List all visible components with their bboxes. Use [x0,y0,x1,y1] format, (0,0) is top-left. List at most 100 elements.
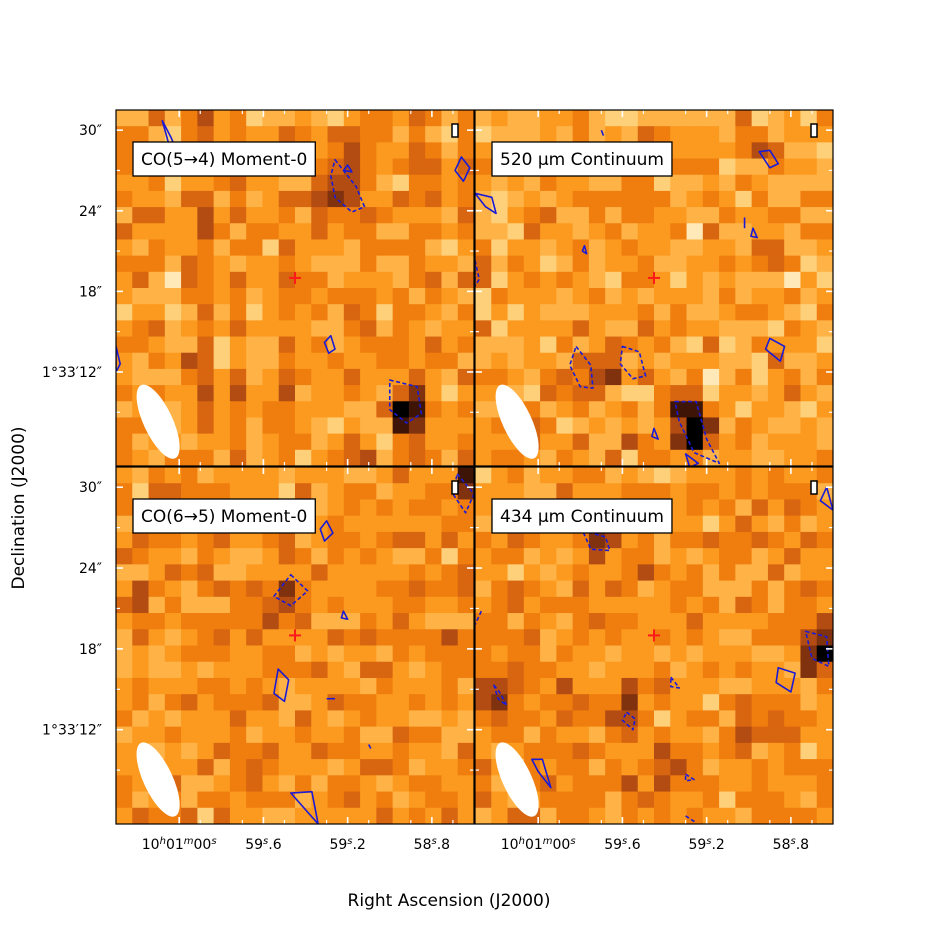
heatmap-pixel [360,726,377,744]
heatmap-pixel [132,467,150,484]
heatmap-pixel [343,190,361,208]
heatmap-pixel [475,759,492,776]
heatmap-pixel [116,807,133,824]
heatmap-pixel [686,531,704,549]
heatmap-pixel [540,126,557,143]
heatmap-pixel [588,239,606,257]
heatmap-pixel [735,255,753,273]
heatmap-pixel [343,110,361,127]
heatmap-pixel [523,564,541,582]
heatmap-pixel [735,336,753,354]
heatmap-pixel [327,759,345,776]
heatmap-pixel [343,142,361,160]
heatmap-pixel [816,759,833,776]
heatmap-pixel [556,255,574,273]
heatmap-pixel [475,645,492,663]
heatmap-pixel [262,174,280,192]
heatmap-pixel [784,580,802,598]
heatmap-pixel [800,401,818,419]
heatmap-pixel [523,352,541,370]
heatmap-pixel [457,417,474,435]
contour-line [319,520,334,542]
heatmap-pixel [425,126,443,143]
heatmap-pixel [637,288,655,305]
heatmap-pixel [751,661,769,679]
heatmap-pixel [654,694,671,712]
heatmap-pixel [637,401,655,419]
heatmap-pixel [376,142,394,160]
heatmap-pixel [441,564,459,582]
heatmap-pixel [392,158,410,176]
heatmap-pixel [621,126,639,143]
heatmap-pixel [702,677,720,695]
heatmap-pixel [507,596,525,614]
heatmap-pixel [132,271,150,289]
heatmap-pixel [523,288,541,305]
heatmap-pixel [475,807,492,824]
heatmap-pixel [784,449,802,466]
heatmap-pixel [360,126,377,143]
heatmap-pixel [621,190,639,208]
heatmap-pixel [116,580,133,598]
heatmap-pixel [507,645,525,663]
heatmap-pixel [654,401,671,419]
heatmap-pixel [343,645,361,663]
heatmap-pixel [523,174,541,192]
heatmap-pixel [702,742,720,760]
heatmap-pixel [376,255,394,273]
heatmap-pixel [213,223,231,241]
heatmap-pixel [213,596,231,614]
heatmap-pixel [343,433,361,451]
heatmap-pixel [197,645,215,663]
heatmap-pixel [735,417,753,435]
contour-line [531,758,552,789]
heatmap-pixel [784,352,802,370]
heatmap-pixel [735,661,753,679]
heatmap-pixel [751,694,769,712]
heatmap-pixel [408,417,426,435]
heatmap-pixel [392,807,410,824]
heatmap-pixel [246,726,264,744]
heatmap-pixel [702,368,720,386]
heatmap-pixel [475,320,492,338]
contour-line [475,610,483,625]
heatmap-pixel [800,694,818,712]
heatmap-pixel [164,694,182,712]
heatmap-pixel [767,694,785,712]
heatmap-pixel [376,645,394,663]
heatmap-pixel [148,352,166,370]
heatmap-pixel [408,694,426,712]
heatmap-pixel [475,677,492,695]
heatmap-pixel [800,433,818,451]
heatmap-pixel [767,677,785,695]
heatmap-pixel [751,110,769,127]
heatmap-pixel [213,775,231,793]
heatmap-pixel [246,548,264,565]
heatmap-pixel [441,385,459,402]
heatmap-pixel [637,613,655,630]
heatmap-pixel [441,661,459,679]
panel-title-box: 520 μm Continuum [491,141,673,177]
heatmap-pixel [327,694,345,712]
heatmap-pixel [343,710,361,728]
heatmap-pixel [816,791,833,809]
heatmap-pixel [735,288,753,305]
heatmap-pixel [800,596,818,614]
panel-title: CO(5→4) Moment-0 [141,150,307,170]
heatmap-pixel [523,467,541,484]
heatmap-pixel [229,336,247,354]
heatmap-pixel [572,661,590,679]
heatmap-pixel [311,223,329,241]
heatmap-pixel [686,629,704,647]
heatmap-pixel [751,433,769,451]
heatmap-pixel [507,320,525,338]
y-tick-label: 18″ [79,284,102,300]
contour-line [685,815,697,824]
heatmap-pixel [278,336,296,354]
heatmap-pixel [343,807,361,824]
heatmap-pixel [523,255,541,273]
heatmap-pixel [197,417,215,435]
heatmap-pixel [311,742,329,760]
heatmap-pixel [540,239,557,257]
heatmap-pixel [735,142,753,160]
